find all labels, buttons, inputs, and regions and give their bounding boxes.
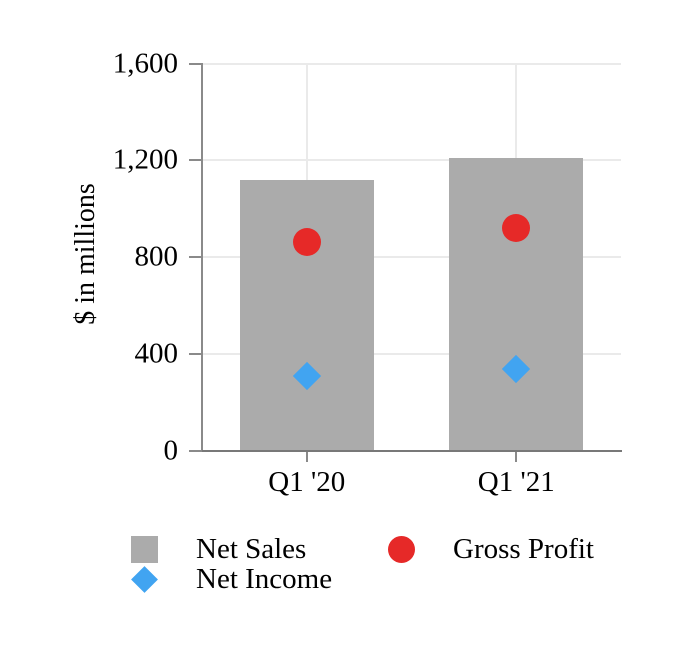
diamond-icon xyxy=(131,566,158,593)
gridline-horizontal xyxy=(202,62,621,65)
y-tick xyxy=(189,352,202,355)
y-tick-label: 400 xyxy=(134,337,179,370)
y-tick-label: 1,600 xyxy=(112,47,178,79)
x-tick-label: Q1 '21 xyxy=(477,466,555,498)
y-tick-label: 0 xyxy=(163,434,179,466)
y-tick-label: 800 xyxy=(134,240,179,273)
gridline-horizontal xyxy=(202,256,621,258)
legend-label-gross-profit: Gross Profit xyxy=(453,533,594,565)
y-tick xyxy=(189,449,202,452)
y-tick xyxy=(189,256,202,258)
marker-circle-gross-profit xyxy=(292,228,321,257)
x-tick xyxy=(305,452,308,462)
net-income-swatch-icon xyxy=(131,566,158,593)
legend-item-gross-profit: Gross Profit xyxy=(388,533,594,565)
y-tick-label: 1,200 xyxy=(112,143,178,176)
marker-circle-gross-profit xyxy=(502,213,531,242)
y-tick xyxy=(189,159,202,162)
gridline-horizontal xyxy=(202,352,621,355)
x-axis-line xyxy=(201,450,622,452)
y-axis-line xyxy=(201,63,203,452)
bar-net-sales xyxy=(239,179,374,451)
x-tick xyxy=(515,452,518,462)
legend-label-net-income: Net Income xyxy=(196,563,333,595)
x-tick-label: Q1 '20 xyxy=(268,466,346,498)
gross-profit-swatch-icon xyxy=(388,536,415,563)
y-axis-title: $ in millions xyxy=(70,183,101,325)
legend-item-net-sales: Net Sales xyxy=(131,533,307,565)
gridline-horizontal xyxy=(202,159,621,162)
legend-item-net-income: Net Income xyxy=(131,563,333,595)
legend-label-net-sales: Net Sales xyxy=(196,533,307,565)
bar-net-sales xyxy=(449,157,584,451)
y-tick xyxy=(189,62,202,65)
net-sales-swatch-icon xyxy=(131,536,158,563)
